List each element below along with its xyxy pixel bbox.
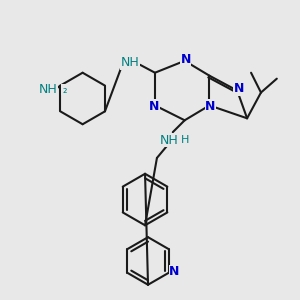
Text: ₂: ₂ (62, 85, 67, 94)
Text: N: N (234, 82, 244, 95)
Text: N: N (205, 100, 216, 113)
Text: N: N (149, 100, 159, 113)
Text: NH: NH (39, 83, 58, 96)
Text: H: H (181, 135, 189, 145)
Text: NH: NH (121, 56, 140, 69)
Text: N: N (169, 266, 180, 278)
Text: NH: NH (159, 134, 178, 147)
Text: N: N (181, 53, 191, 66)
